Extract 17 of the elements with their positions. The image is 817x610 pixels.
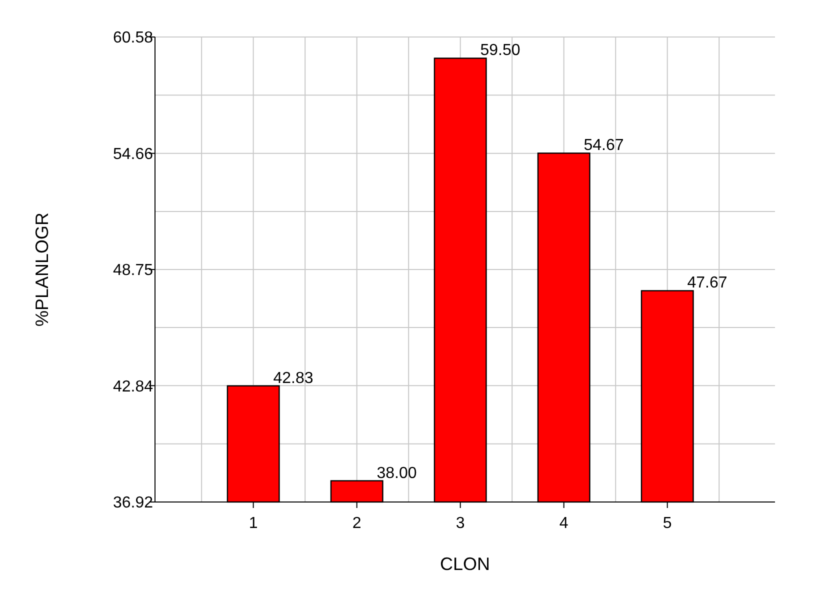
y-tick-label: 60.58: [112, 30, 154, 47]
y-tick-label: 42.84: [112, 378, 154, 396]
y-tick-label: 54.66: [112, 146, 154, 163]
data-label: 42.83: [273, 370, 314, 387]
x-tick-label: 3: [456, 515, 465, 532]
y-axis-title: %PLANLOGR: [32, 212, 52, 327]
data-label: 47.67: [687, 274, 728, 292]
x-tick-label: 1: [248, 515, 258, 532]
x-axis-title: CLON: [440, 554, 490, 574]
data-label: 38.00: [376, 464, 417, 482]
data-label: 59.50: [480, 42, 520, 60]
data-label: 54.67: [584, 137, 624, 154]
x-tick-label: 4: [559, 515, 568, 532]
y-tick-label: 36.92: [112, 494, 154, 512]
x-tick-label: 2: [352, 515, 362, 532]
y-tick-label: 48.75: [112, 262, 154, 280]
x-tick-label: 5: [662, 515, 672, 532]
